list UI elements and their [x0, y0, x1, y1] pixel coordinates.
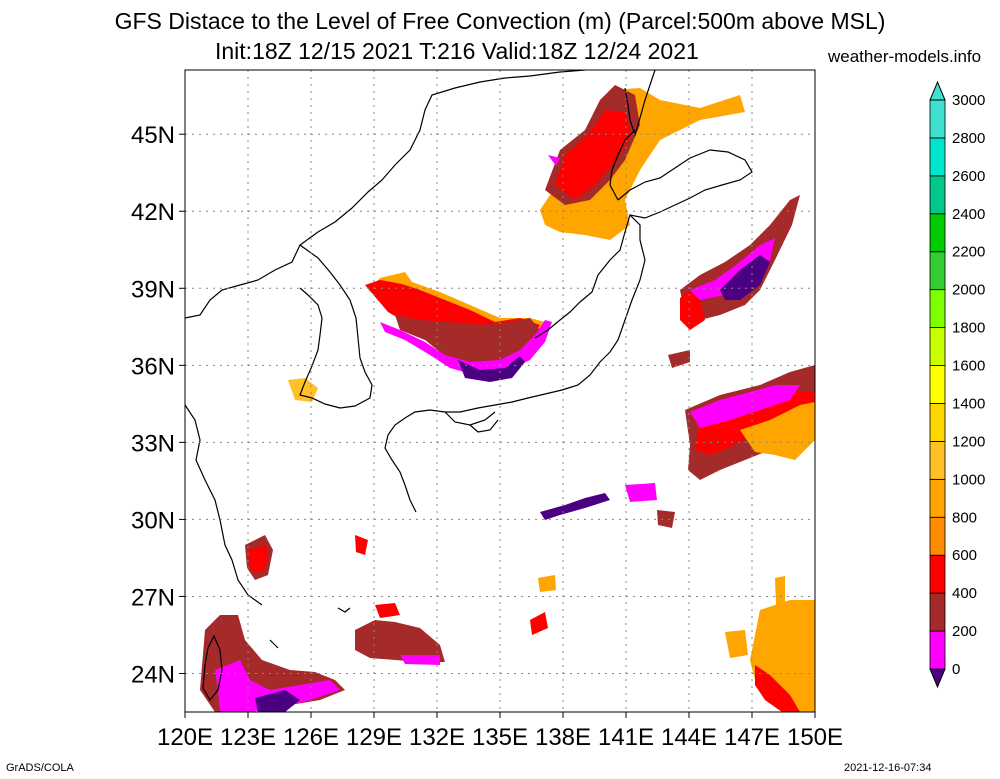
lon-tick-label: 120E	[157, 724, 213, 751]
lfc-patch	[540, 493, 610, 520]
lfc-patch	[380, 320, 552, 375]
site-label: weather-models.info	[828, 47, 982, 66]
lfc-patch	[288, 378, 318, 402]
lfc-patch	[248, 545, 268, 573]
chart-title: GFS Distace to the Level of Free Convect…	[114, 8, 886, 34]
lon-tick-label: 129E	[346, 724, 402, 751]
map-frame	[184, 69, 816, 713]
lat-tick-label: 33N	[131, 430, 175, 457]
lat-tick-label: 30N	[131, 507, 175, 534]
lfc-patch	[400, 655, 440, 665]
coastline	[185, 70, 753, 702]
lfc-patch	[755, 665, 800, 712]
lon-tick-label: 150E	[787, 724, 843, 751]
lfc-patch	[695, 392, 815, 455]
lfc-patch	[538, 575, 556, 592]
lfc-patch	[255, 690, 300, 712]
lfc-patch	[555, 110, 632, 200]
lon-tick-label: 141E	[598, 724, 654, 751]
lon-tick-label: 135E	[472, 724, 528, 751]
lon-tick-label: 147E	[724, 724, 780, 751]
lfc-field	[185, 70, 815, 712]
lfc-patch	[548, 155, 560, 166]
lfc-patch	[395, 315, 540, 366]
chart-subtitle: Init:18Z 12/15 2021 T:216 Valid:18Z 12/2…	[215, 38, 699, 64]
lfc-patch	[215, 660, 340, 712]
lfc-patch	[540, 88, 745, 240]
lfc-patch	[355, 620, 445, 662]
lat-tick-label: 27N	[131, 584, 175, 611]
lat-tick-label: 39N	[131, 276, 175, 303]
grid	[185, 70, 815, 712]
lfc-patch	[625, 483, 657, 502]
lfc-patch	[680, 290, 705, 330]
lon-tick-label: 138E	[535, 724, 591, 751]
lfc-patch	[668, 350, 690, 368]
lat-tick-label: 36N	[131, 353, 175, 380]
lon-tick-label: 132E	[409, 724, 465, 751]
lfc-patch	[458, 356, 525, 382]
lon-tick-label: 126E	[283, 724, 339, 751]
footer-software: GrADS/COLA	[6, 762, 74, 774]
lon-tick-label: 144E	[661, 724, 717, 751]
lfc-patch	[657, 510, 675, 528]
lfc-patch	[530, 612, 548, 635]
lfc-patch	[725, 630, 748, 658]
lat-tick-label: 45N	[131, 122, 175, 149]
lfc-patch	[690, 238, 775, 300]
lon-tick-label: 123E	[220, 724, 276, 751]
lfc-patch	[690, 385, 800, 428]
lfc-patch	[355, 535, 368, 555]
footer-timestamp: 2021-12-16-07:34	[844, 762, 932, 774]
lfc-patch	[775, 576, 785, 605]
lfc-patch	[375, 603, 400, 618]
lat-tick-label: 24N	[131, 661, 175, 688]
lfc-patch	[740, 402, 815, 460]
lat-tick-label: 42N	[131, 199, 175, 226]
